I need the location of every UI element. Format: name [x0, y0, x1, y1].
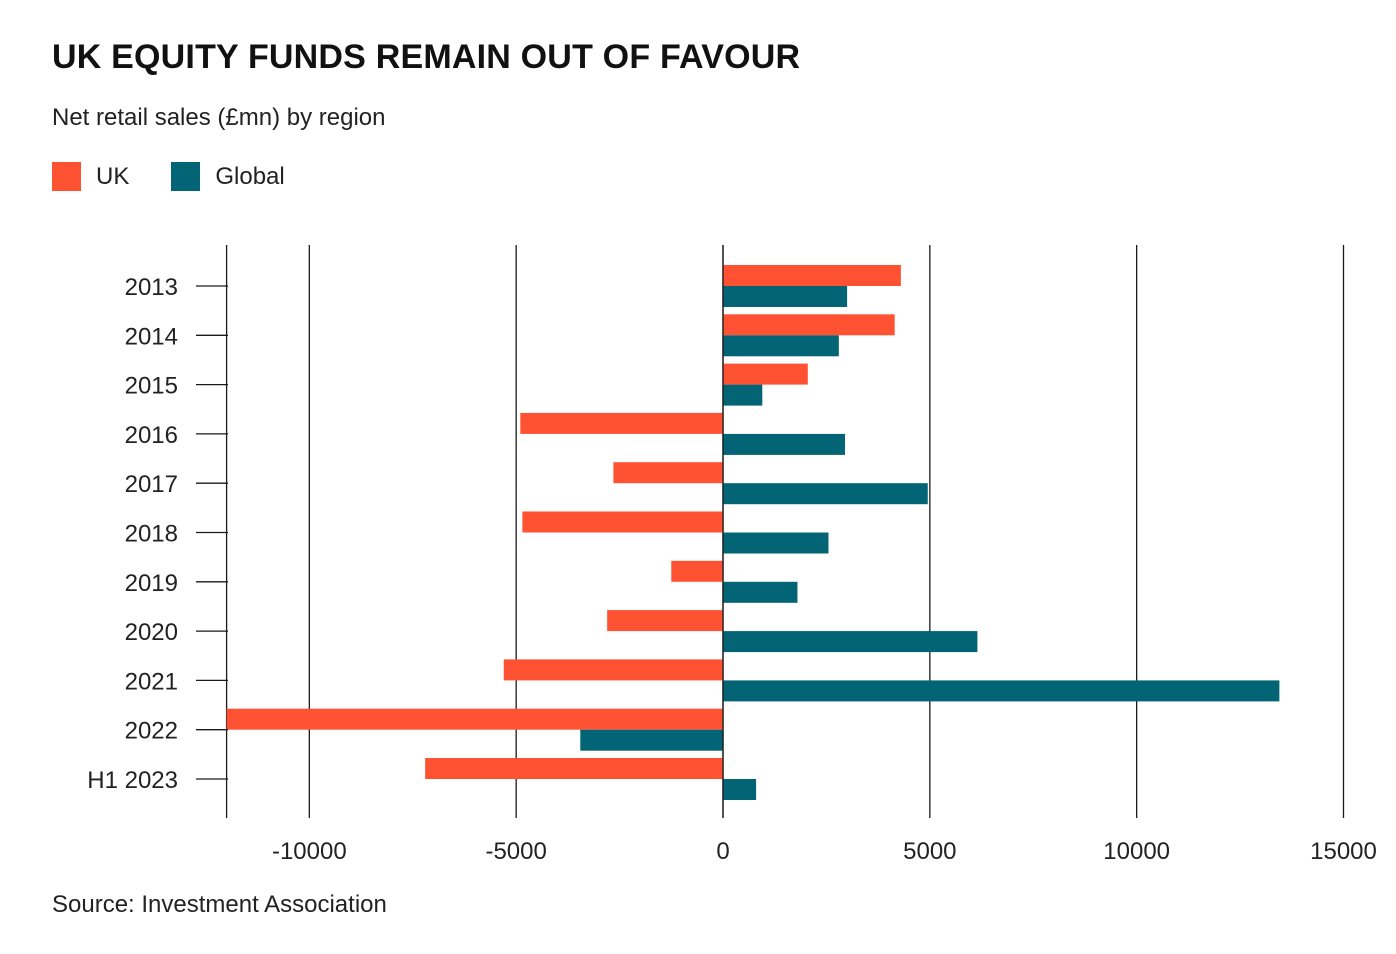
bar-global-2015 — [723, 384, 763, 406]
bar-global-2013 — [723, 286, 848, 307]
x-tick-label: -5000 — [485, 838, 546, 865]
bar-global-2021 — [723, 680, 1280, 702]
bars — [226, 245, 1280, 818]
bar-uk-2020 — [607, 610, 723, 632]
legend: UK Global — [52, 162, 327, 191]
y-tick-label: 2020 — [125, 619, 178, 646]
legend-label-global: Global — [215, 162, 285, 190]
bar-uk-2015 — [723, 363, 808, 385]
y-tick-label: 2021 — [125, 668, 178, 695]
bar-global-h1-2023 — [723, 779, 757, 800]
x-tick-label: 10000 — [1103, 838, 1170, 865]
bar-global-2014 — [723, 335, 839, 357]
bar-global-2022 — [580, 729, 723, 751]
chart-title: UK EQUITY FUNDS REMAIN OUT OF FAVOUR — [52, 38, 801, 76]
bar-global-2019 — [723, 581, 798, 603]
bar-global-2017 — [723, 483, 928, 505]
y-tick-label: 2019 — [125, 570, 178, 597]
source-note: Source: Investment Association — [52, 891, 387, 918]
legend-swatch-uk — [52, 162, 81, 191]
y-tick-label: 2014 — [125, 323, 178, 350]
bar-uk-2022 — [226, 708, 723, 730]
y-tick-label: H1 2023 — [87, 767, 178, 794]
y-tick-label: 2015 — [125, 373, 178, 400]
y-tick-label: 2017 — [125, 471, 178, 498]
bar-uk-2013 — [723, 265, 901, 286]
bar-global-2018 — [723, 532, 829, 554]
x-axis: -10000 -5000 0 5000 10000 15000 — [272, 838, 1377, 865]
y-tick-label: 2016 — [125, 422, 178, 449]
bar-uk-2019 — [671, 560, 723, 582]
bar-uk-2017 — [613, 462, 723, 484]
legend-item-uk: UK — [52, 162, 129, 191]
x-tick-label: 0 — [716, 838, 729, 865]
bar-uk-2016 — [520, 412, 723, 434]
bar-uk-2014 — [723, 314, 895, 336]
legend-label-uk: UK — [96, 162, 130, 190]
y-tick-label: 2013 — [125, 274, 178, 301]
x-tick-label: 5000 — [903, 838, 956, 865]
y-axis: 2013 2014 2015 2016 2017 2018 2019 2020 2021 2022… — [87, 274, 228, 794]
bar-uk-h1-2023 — [425, 758, 723, 779]
legend-item-global: Global — [171, 162, 285, 191]
y-tick-label: 2018 — [125, 521, 178, 548]
x-tick-label: -10000 — [272, 838, 347, 865]
bar-uk-2018 — [522, 511, 723, 533]
chart-subtitle: Net retail sales (£mn) by region — [52, 104, 386, 131]
bar-uk-2021 — [503, 659, 723, 681]
legend-swatch-global — [171, 162, 201, 191]
y-tick-label: 2022 — [125, 718, 178, 745]
bar-global-2020 — [723, 631, 978, 653]
x-tick-label: 15000 — [1310, 838, 1377, 865]
bar-global-2016 — [723, 433, 846, 455]
